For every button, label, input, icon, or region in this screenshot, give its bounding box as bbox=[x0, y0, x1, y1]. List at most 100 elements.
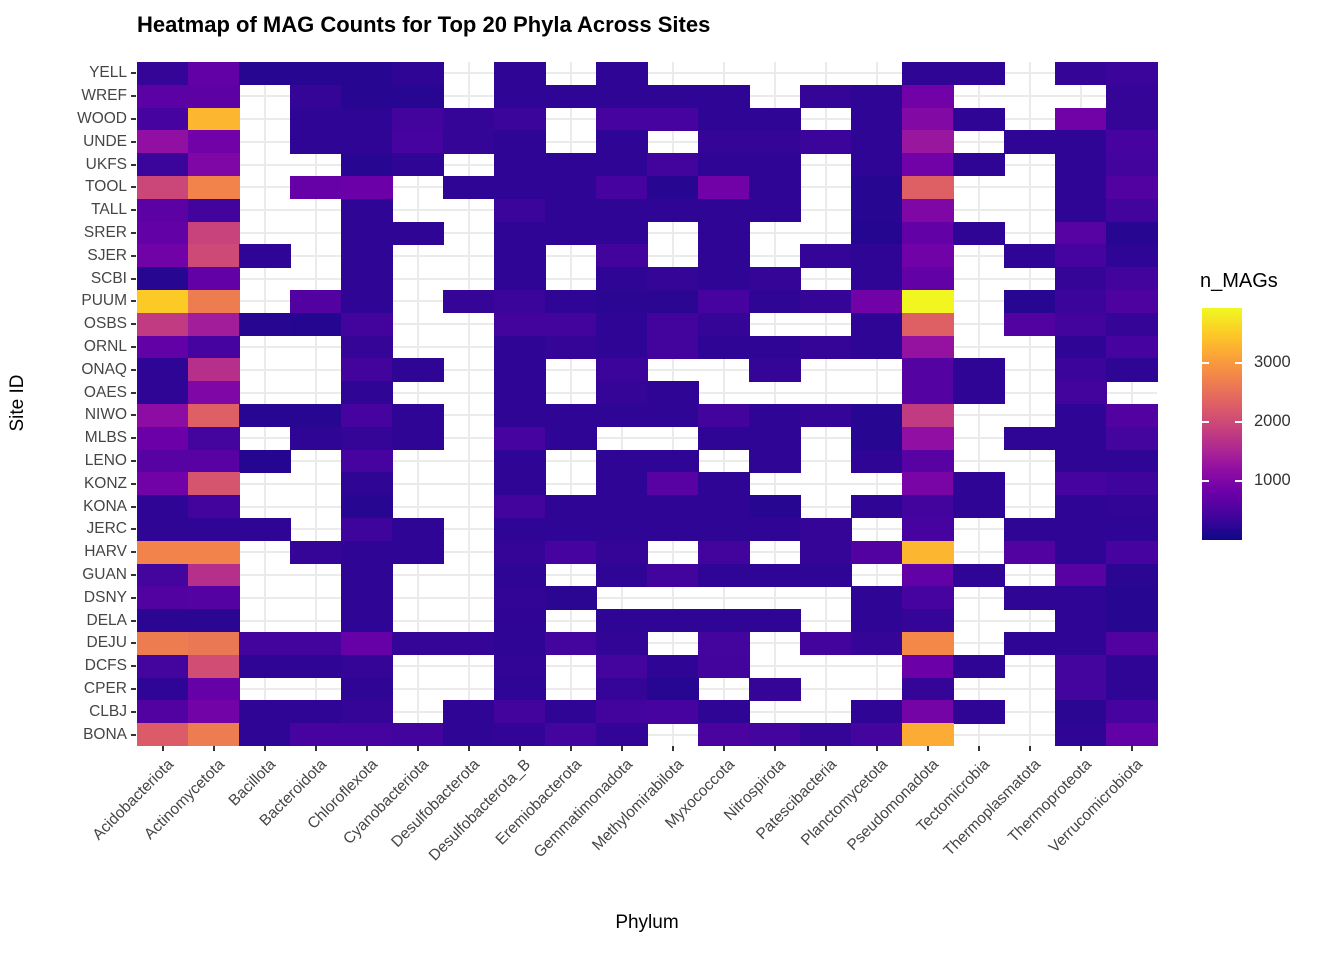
heatmap-cell bbox=[596, 312, 648, 337]
heatmap-cell bbox=[290, 404, 342, 428]
heatmap-cell bbox=[800, 244, 852, 268]
heatmap-cell bbox=[596, 107, 648, 131]
heatmap-cell bbox=[698, 426, 750, 451]
heatmap-cell bbox=[749, 290, 801, 314]
heatmap-cell bbox=[188, 267, 240, 291]
heatmap-cell bbox=[290, 107, 342, 131]
heatmap-cell bbox=[341, 244, 393, 268]
heatmap-cell bbox=[290, 176, 342, 200]
heatmap-cell bbox=[545, 153, 597, 177]
legend-title: n_MAGs bbox=[1200, 270, 1278, 292]
heatmap-cell bbox=[851, 221, 903, 245]
heatmap-cell bbox=[1055, 677, 1107, 701]
heatmap-cell bbox=[341, 609, 393, 633]
heatmap-cell bbox=[647, 176, 699, 200]
heatmap-cell bbox=[596, 449, 648, 473]
y-tick-mark bbox=[131, 505, 136, 508]
heatmap-cell bbox=[137, 518, 189, 542]
heatmap-cell bbox=[647, 472, 699, 496]
heatmap-cell bbox=[596, 632, 648, 656]
heatmap-cell bbox=[290, 130, 342, 154]
heatmap-cell bbox=[902, 632, 954, 656]
heatmap-cell bbox=[137, 153, 189, 177]
heatmap-cell bbox=[494, 586, 546, 610]
heatmap-cell bbox=[851, 540, 903, 565]
heatmap-cell bbox=[1004, 290, 1056, 314]
heatmap-cell bbox=[1004, 518, 1056, 542]
heatmap-cell bbox=[1106, 518, 1158, 542]
heatmap-cell bbox=[545, 290, 597, 314]
heatmap-cell bbox=[341, 84, 393, 109]
heatmap-cell bbox=[188, 609, 240, 633]
x-tick-mark bbox=[773, 746, 776, 751]
heatmap-cell bbox=[1055, 244, 1107, 268]
heatmap-cell bbox=[1055, 495, 1107, 519]
legend-tick-label: 2000 bbox=[1254, 411, 1291, 430]
heatmap-cell bbox=[698, 107, 750, 131]
heatmap-cell bbox=[1106, 84, 1158, 109]
y-tick-label: SRER bbox=[83, 224, 127, 241]
heatmap-cell bbox=[545, 335, 597, 359]
heatmap-cell bbox=[1055, 472, 1107, 496]
heatmap-cell bbox=[545, 495, 597, 519]
heatmap-cell bbox=[1004, 426, 1056, 451]
heatmap-cell bbox=[1106, 563, 1158, 587]
heatmap-cell bbox=[137, 632, 189, 656]
heatmap-cell bbox=[1106, 654, 1158, 679]
gridline-h bbox=[137, 596, 1157, 599]
legend-colorbar bbox=[1202, 308, 1242, 540]
heatmap-cell bbox=[698, 495, 750, 519]
y-tick-mark bbox=[131, 437, 136, 440]
y-tick-mark bbox=[131, 254, 136, 257]
heatmap-cell bbox=[239, 632, 291, 656]
heatmap-cell bbox=[698, 609, 750, 633]
heatmap-cell bbox=[188, 84, 240, 109]
heatmap-cell bbox=[188, 381, 240, 405]
heatmap-cell bbox=[137, 449, 189, 473]
heatmap-cell bbox=[290, 312, 342, 337]
x-tick-mark bbox=[1079, 746, 1082, 751]
x-tick-mark bbox=[263, 746, 266, 751]
x-tick-mark bbox=[620, 746, 623, 751]
y-tick-mark bbox=[131, 140, 136, 143]
heatmap-cell bbox=[494, 176, 546, 200]
heatmap-cell bbox=[188, 723, 240, 747]
x-axis-title: Phylum bbox=[615, 912, 679, 933]
heatmap-cell bbox=[290, 632, 342, 656]
heatmap-cell bbox=[902, 381, 954, 405]
heatmap-cell bbox=[443, 723, 495, 747]
heatmap-cell bbox=[494, 563, 546, 587]
heatmap-cell bbox=[392, 107, 444, 131]
y-tick-label: SCBI bbox=[90, 269, 127, 287]
y-tick-mark bbox=[131, 186, 136, 189]
heatmap-cell bbox=[1106, 495, 1158, 519]
heatmap-cell bbox=[851, 198, 903, 223]
heatmap-cell bbox=[494, 495, 546, 519]
y-tick-label: CLBJ bbox=[89, 702, 127, 720]
heatmap-cell bbox=[647, 518, 699, 542]
y-tick-mark bbox=[131, 528, 136, 531]
heatmap-cell bbox=[188, 358, 240, 382]
heatmap-cell bbox=[545, 198, 597, 223]
heatmap-cell bbox=[137, 723, 189, 747]
heatmap-cell bbox=[545, 426, 597, 451]
heatmap-panel bbox=[137, 62, 1158, 747]
heatmap-cell bbox=[188, 540, 240, 565]
heatmap-cell bbox=[545, 176, 597, 200]
heatmap-cell bbox=[1055, 609, 1107, 633]
heatmap-cell bbox=[1055, 426, 1107, 451]
heatmap-cell bbox=[1106, 449, 1158, 473]
heatmap-cell bbox=[1004, 130, 1056, 154]
heatmap-cell bbox=[188, 176, 240, 200]
y-tick-label: DCFS bbox=[84, 657, 127, 675]
heatmap-cell bbox=[188, 654, 240, 679]
heatmap-cell bbox=[902, 130, 954, 154]
heatmap-cell bbox=[341, 700, 393, 724]
heatmap-cell bbox=[341, 632, 393, 656]
heatmap-cell bbox=[647, 84, 699, 109]
heatmap-cell bbox=[1106, 335, 1158, 359]
heatmap-cell bbox=[137, 495, 189, 519]
heatmap-cell bbox=[953, 358, 1005, 382]
heatmap-cell bbox=[698, 335, 750, 359]
heatmap-cell bbox=[953, 563, 1005, 587]
